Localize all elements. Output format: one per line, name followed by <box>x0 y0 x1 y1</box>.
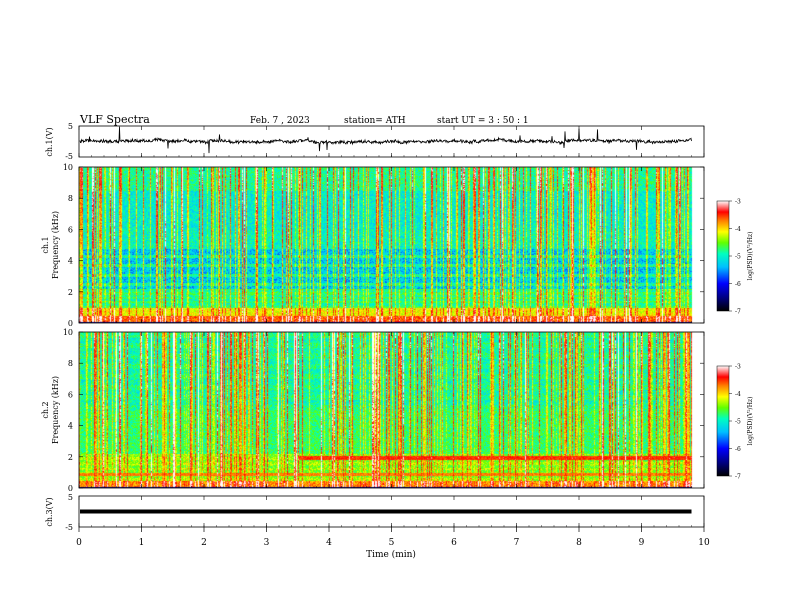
frequency-tick-label: 10 <box>63 163 73 172</box>
ch1-colorbar: -3 -4 -5 -6 -7 log(PSD)(V²/Hz) <box>716 199 754 316</box>
frequency-tick-label: 8 <box>68 194 73 203</box>
frequency-tick-label: 0 <box>68 484 73 493</box>
frequency-tick-label: 6 <box>68 390 73 399</box>
ch1-ytick-bottom: -5 <box>65 152 73 161</box>
time-axis-tick-label: 4 <box>326 538 332 548</box>
colorbar-tick-label: -5 <box>735 254 741 261</box>
time-axis-tick-label: 6 <box>451 538 457 548</box>
frequency-tick-label: 6 <box>68 225 73 234</box>
frequency-tick-label: 10 <box>63 328 73 337</box>
ch1-waveform-panel: 5 -5 ch.1(V) <box>45 122 705 161</box>
ch2-colorbar: -3 -4 -5 -6 -7 log(PSD)(V²/Hz) <box>716 364 754 481</box>
ch1-waveform-trace <box>79 126 692 154</box>
colorbar-tick-label: -7 <box>735 474 741 481</box>
time-axis-tick-label: 3 <box>264 538 270 548</box>
time-axis-tick-label: 0 <box>76 538 82 548</box>
frequency-tick-label: 8 <box>68 359 73 368</box>
frequency-tick-label: 0 <box>68 319 73 328</box>
colorbar-tick-label: -6 <box>735 446 741 453</box>
ch2-frequency-ylabel: Frequency (kHz) <box>51 376 60 444</box>
colorbar-tick-label: -3 <box>735 364 741 371</box>
time-axis-tick-label: 2 <box>201 538 207 548</box>
ch1-spectrogram-image <box>79 167 704 323</box>
ch1-colorbar-label: log(PSD)(V²/Hz) <box>747 232 754 281</box>
time-axis-tick-label: 8 <box>576 538 582 548</box>
frequency-tick-label: 2 <box>68 453 73 462</box>
ch2-spectrogram-channel-label: ch.2 <box>41 401 50 418</box>
colorbar-tick-label: -6 <box>735 281 741 288</box>
ch3-ytick-top: 5 <box>68 493 73 502</box>
ch3-waveform-ylabel: ch.3(V) <box>45 497 54 526</box>
date-label: Feb. 7 , 2023 <box>250 116 310 126</box>
ch1-frequency-ylabel: Frequency (kHz) <box>51 211 60 279</box>
time-axis-tick-label: 9 <box>639 538 645 548</box>
ch2-colorbar-gradient <box>716 365 730 477</box>
ch1-waveform-ylabel: ch.1(V) <box>45 127 54 156</box>
ch2-spectrogram-image <box>79 332 704 488</box>
colorbar-tick-label: -4 <box>735 226 741 233</box>
time-axis-tick-label: 7 <box>514 538 520 548</box>
colorbar-tick-label: -3 <box>735 199 741 206</box>
time-axis-tick-label: 1 <box>139 538 145 548</box>
colorbar-tick-label: -7 <box>735 309 741 316</box>
time-axis-tick-label: 10 <box>698 538 710 548</box>
frequency-tick-label: 4 <box>68 257 73 266</box>
start-ut-label: start UT = 3 : 50 : 1 <box>437 116 529 126</box>
frequency-tick-label: 4 <box>68 422 73 431</box>
ch3-waveform-panel: 5 -5 ch.3(V) <box>45 493 705 532</box>
time-axis-tick-label: 5 <box>389 538 395 548</box>
ch1-colorbar-gradient <box>716 200 730 312</box>
station-label: station= ATH <box>344 116 406 126</box>
time-axis-label: Time (min) <box>366 549 416 560</box>
colorbar-tick-label: -5 <box>735 419 741 426</box>
ch1-ytick-top: 5 <box>68 122 73 131</box>
ch2-colorbar-label: log(PSD)(V²/Hz) <box>747 397 754 446</box>
colorbar-tick-label: -4 <box>735 391 741 398</box>
time-axis: 0 1 2 3 4 5 6 7 8 9 10 <box>76 126 710 548</box>
ch1-spectrogram-channel-label: ch.1 <box>41 236 50 253</box>
figure-title: VLF Spectra <box>79 113 150 126</box>
ch2-spectrogram-panel: 0 2 4 6 8 10 ch.2 Frequency (kHz) <box>41 328 705 493</box>
ch3-ytick-bottom: -5 <box>65 523 73 532</box>
ch1-spectrogram-panel: 0 2 4 6 8 10 ch.1 Frequency (kHz) <box>41 163 705 328</box>
frequency-tick-label: 2 <box>68 288 73 297</box>
